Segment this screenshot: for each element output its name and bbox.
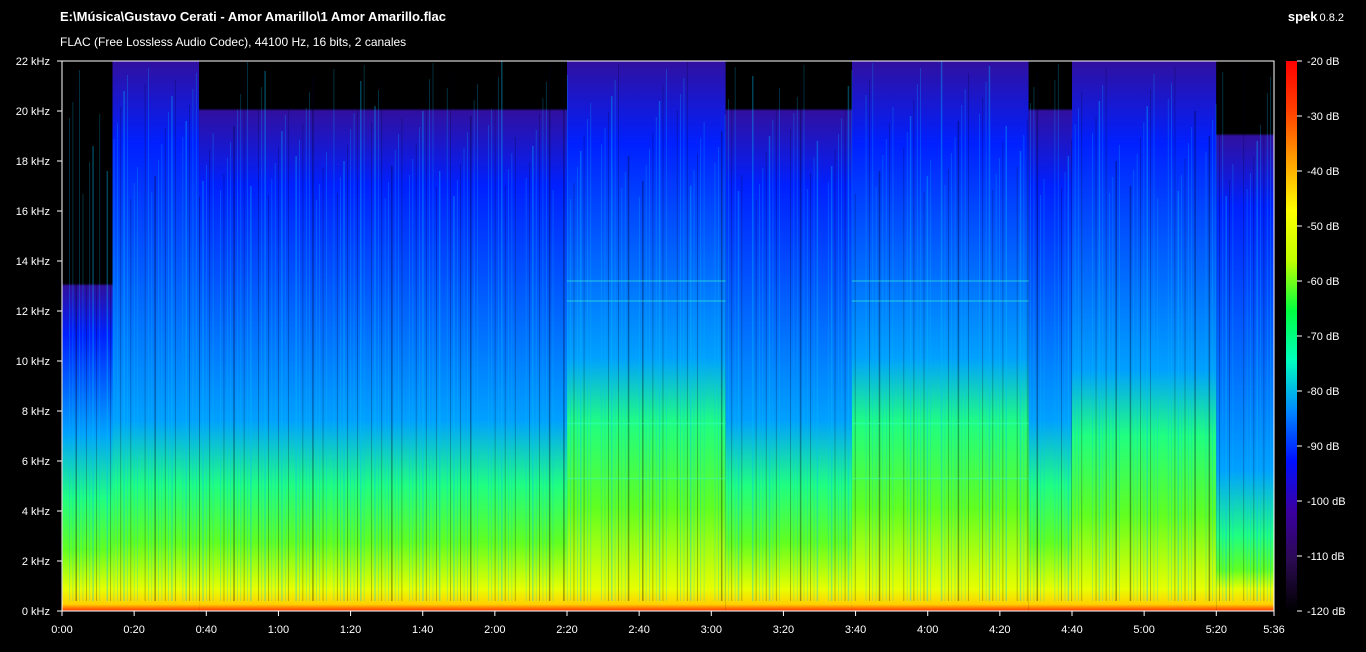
x-tick-label: 1:40 xyxy=(412,624,433,636)
plot-frame xyxy=(61,60,1275,612)
x-tick-label: 2:00 xyxy=(484,624,505,636)
app-name: spek xyxy=(1287,9,1318,24)
y-tick-label: 6 kHz xyxy=(22,456,50,468)
x-tick-label: 4:20 xyxy=(989,624,1010,636)
x-tick-label: 0:20 xyxy=(123,624,144,636)
x-tick-label: 3:00 xyxy=(701,624,722,636)
db-tick-label: -20 dB xyxy=(1307,56,1339,68)
x-tick-label: 5:00 xyxy=(1133,624,1154,636)
y-tick-label: 4 kHz xyxy=(22,506,50,518)
y-tick-label: 0 kHz xyxy=(22,606,50,618)
db-tick-label: -30 dB xyxy=(1307,111,1339,123)
file-path-title: E:\Música\Gustavo Cerati - Amor Amarillo… xyxy=(60,9,447,24)
spectrogram-segment xyxy=(1072,61,1217,611)
db-scale-axis: -20 dB -30 dB -40 dB -50 dB -60 dB -70 dB -80 … xyxy=(1297,56,1346,618)
x-tick-label: 2:40 xyxy=(628,624,649,636)
x-tick-label: 4:40 xyxy=(1061,624,1082,636)
db-tick-label: -60 dB xyxy=(1307,276,1339,288)
y-tick-label: 12 kHz xyxy=(16,306,50,318)
db-tick-label: -90 dB xyxy=(1307,441,1339,453)
db-tick-label: -70 dB xyxy=(1307,331,1339,343)
y-tick-label: 14 kHz xyxy=(16,256,50,268)
db-tick-label: -50 dB xyxy=(1307,221,1339,233)
spectrogram-image xyxy=(62,61,1274,611)
x-tick-label: 0:00 xyxy=(51,624,72,636)
y-tick-label: 22 kHz xyxy=(16,56,50,68)
app-brand: spek 0.8.2 xyxy=(1288,9,1344,24)
x-tick-label: 1:00 xyxy=(268,624,289,636)
app-version: 0.8.2 xyxy=(1319,12,1344,24)
x-tick-label: 2:20 xyxy=(556,624,577,636)
x-tick-label: 3:20 xyxy=(773,624,794,636)
y-tick-label: 10 kHz xyxy=(16,356,50,368)
x-tick-label: 1:20 xyxy=(340,624,361,636)
x-tick-label: 0:40 xyxy=(196,624,217,636)
y-tick-label: 20 kHz xyxy=(16,106,50,118)
y-tick-label: 2 kHz xyxy=(22,556,50,568)
db-tick-label: -120 dB xyxy=(1307,606,1346,618)
spectrogram-segment xyxy=(1028,61,1072,611)
frequency-axis: 0 kHz 2 kHz 4 kHz 6 kHz 8 kHz 10 kHz 12 kHz 14 … xyxy=(16,56,62,618)
spectrogram-texture xyxy=(62,61,1271,601)
db-tick-label: -80 dB xyxy=(1307,386,1339,398)
spectrogram-segment xyxy=(199,61,568,611)
spectrogram-segment xyxy=(851,61,1029,611)
x-tick-label: 5:36 xyxy=(1263,624,1284,636)
spectrogram-segment xyxy=(725,61,852,611)
spectrogram-segment xyxy=(567,61,726,611)
y-tick-label: 16 kHz xyxy=(16,206,50,218)
y-tick-label: 18 kHz xyxy=(16,156,50,168)
x-tick-label: 3:40 xyxy=(845,624,866,636)
spectrogram-segment xyxy=(112,61,200,611)
colorbar xyxy=(1286,61,1297,611)
db-tick-label: -110 dB xyxy=(1307,551,1345,563)
x-tick-label: 5:20 xyxy=(1206,624,1227,636)
time-axis: 0:00 0:20 0:40 1:00 1:20 1:40 2:00 2:20 2:40 3:00… xyxy=(51,611,1285,636)
spectrogram-segment xyxy=(1216,61,1274,611)
x-tick-label: 4:00 xyxy=(917,624,938,636)
format-info: FLAC (Free Lossless Audio Codec), 44100 … xyxy=(60,35,407,49)
y-tick-label: 8 kHz xyxy=(22,406,50,418)
db-tick-label: -100 dB xyxy=(1307,496,1346,508)
spectrogram-segment xyxy=(62,61,113,611)
db-tick-label: -40 dB xyxy=(1307,166,1339,178)
